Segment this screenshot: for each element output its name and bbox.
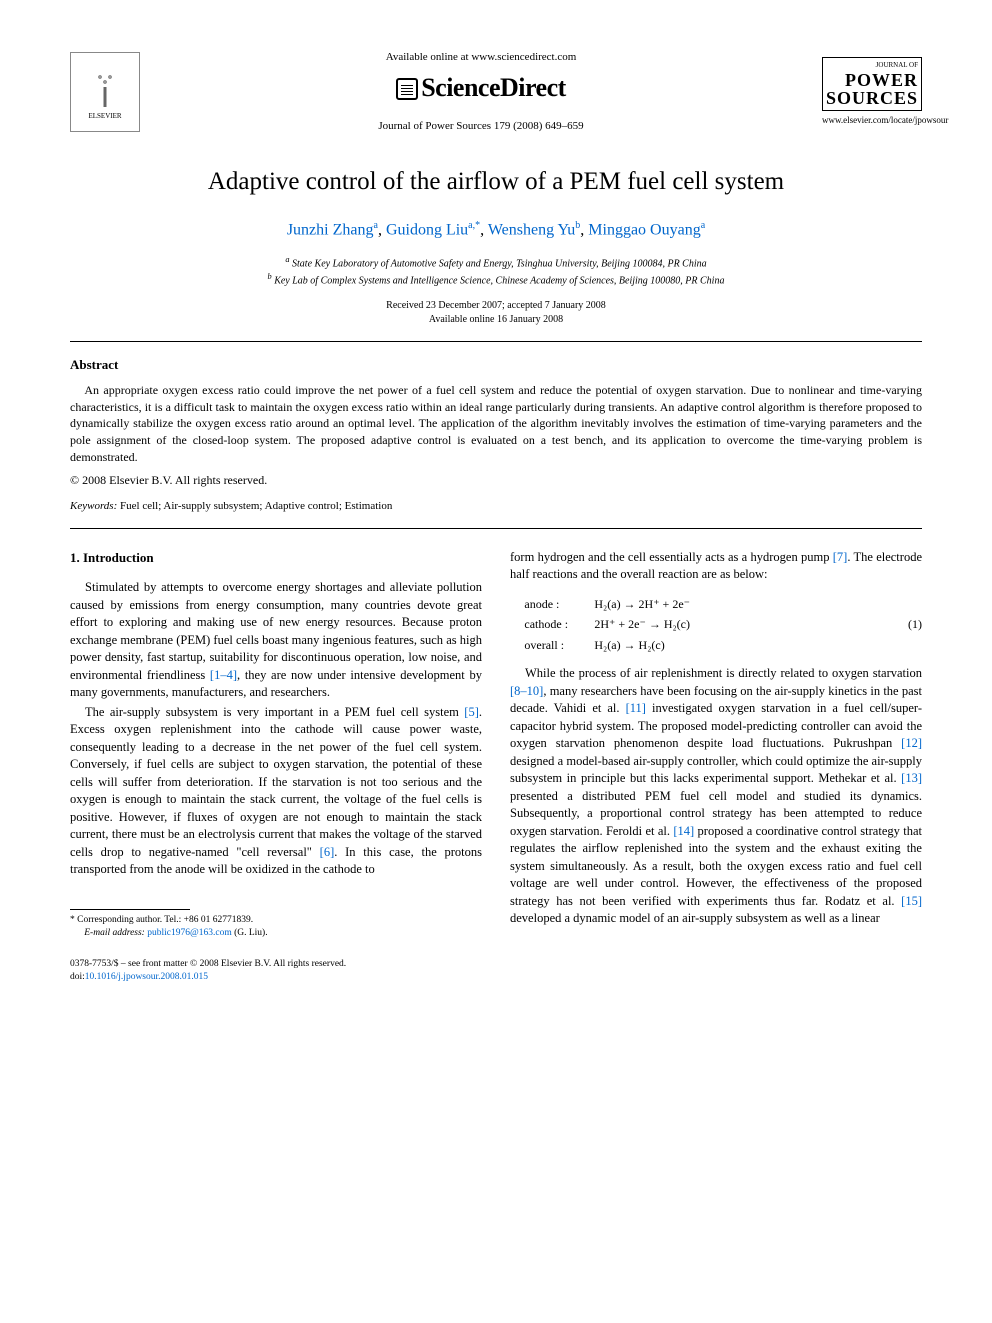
article-title: Adaptive control of the airflow of a PEM… bbox=[70, 164, 922, 199]
author-3-sup: b bbox=[575, 220, 580, 231]
page-footer: 0378-7753/$ – see front matter © 2008 El… bbox=[70, 958, 922, 985]
cite-13[interactable]: [13] bbox=[901, 771, 922, 785]
journal-logo: JOURNAL OF POWER SOURCES www.elsevier.co… bbox=[822, 57, 922, 126]
elsevier-label: ELSEVIER bbox=[88, 112, 121, 122]
affiliation-b: b Key Lab of Complex Systems and Intelli… bbox=[70, 271, 922, 288]
body-columns: 1. Introduction Stimulated by attempts t… bbox=[70, 549, 922, 940]
doi-link[interactable]: 10.1016/j.jpowsour.2008.01.015 bbox=[85, 972, 208, 982]
email-label: E-mail address: bbox=[70, 928, 145, 938]
journal-url[interactable]: www.elsevier.com/locate/jpowsour bbox=[822, 114, 922, 127]
available-online-text: Available online at www.sciencedirect.co… bbox=[140, 50, 822, 65]
author-1-sup: a bbox=[373, 220, 377, 231]
cite-15[interactable]: [15] bbox=[901, 894, 922, 908]
author-4[interactable]: Minggao Ouyang bbox=[588, 222, 700, 239]
cite-6[interactable]: [6] bbox=[320, 845, 335, 859]
received-date: Received 23 December 2007; accepted 7 Ja… bbox=[70, 299, 922, 313]
author-1[interactable]: Junzhi Zhang bbox=[287, 222, 374, 239]
elsevier-logo: ELSEVIER bbox=[70, 52, 140, 132]
equation-1: anode :H₂(a) → 2H⁺ + 2e⁻ cathode :2H⁺ + … bbox=[510, 594, 922, 655]
journal-box-main: POWER SOURCES bbox=[826, 71, 918, 107]
author-2[interactable]: Guidong Liu bbox=[386, 222, 468, 239]
sciencedirect-icon bbox=[396, 78, 418, 100]
footer-doi: doi:10.1016/j.jpowsour.2008.01.015 bbox=[70, 971, 922, 984]
author-4-sup: a bbox=[701, 220, 705, 231]
elsevier-tree-icon bbox=[80, 62, 130, 112]
journal-reference: Journal of Power Sources 179 (2008) 649–… bbox=[140, 119, 822, 134]
online-date: Available online 16 January 2008 bbox=[70, 313, 922, 327]
abstract-copyright: © 2008 Elsevier B.V. All rights reserved… bbox=[70, 472, 922, 489]
author-3[interactable]: Wensheng Yu bbox=[488, 222, 575, 239]
cite-14[interactable]: [14] bbox=[673, 824, 694, 838]
cite-1-4[interactable]: [1–4] bbox=[210, 668, 237, 682]
keywords-text: Fuel cell; Air-supply subsystem; Adaptiv… bbox=[120, 500, 392, 512]
abstract-text: An appropriate oxygen excess ratio could… bbox=[70, 382, 922, 466]
footnote-rule bbox=[70, 909, 190, 910]
intro-para-4: While the process of air replenishment i… bbox=[510, 665, 922, 928]
corr-email-line: E-mail address: public1976@163.com (G. L… bbox=[70, 927, 482, 940]
cite-5[interactable]: [5] bbox=[464, 705, 479, 719]
cite-11[interactable]: [11] bbox=[626, 701, 646, 715]
center-header: Available online at www.sciencedirect.co… bbox=[140, 50, 822, 134]
email-suffix: (G. Liu). bbox=[234, 928, 268, 938]
affiliations: a State Key Laboratory of Automotive Saf… bbox=[70, 254, 922, 289]
divider-rule-2 bbox=[70, 528, 922, 529]
intro-para-3: form hydrogen and the cell essentially a… bbox=[510, 549, 922, 584]
header-row: ELSEVIER Available online at www.science… bbox=[70, 50, 922, 134]
corresponding-footnote: * Corresponding author. Tel.: +86 01 627… bbox=[70, 914, 482, 941]
left-column: 1. Introduction Stimulated by attempts t… bbox=[70, 549, 482, 940]
cite-8-10[interactable]: [8–10] bbox=[510, 684, 543, 698]
cite-7[interactable]: [7] bbox=[833, 550, 848, 564]
abstract-heading: Abstract bbox=[70, 356, 922, 374]
section-1-heading: 1. Introduction bbox=[70, 549, 482, 567]
footer-line1: 0378-7753/$ – see front matter © 2008 El… bbox=[70, 958, 922, 971]
affiliation-a: a State Key Laboratory of Automotive Saf… bbox=[70, 254, 922, 271]
divider-rule bbox=[70, 341, 922, 342]
author-2-star[interactable]: * bbox=[475, 220, 480, 231]
corr-author-text: * Corresponding author. Tel.: +86 01 627… bbox=[70, 914, 482, 927]
intro-para-1: Stimulated by attempts to overcome energ… bbox=[70, 579, 482, 702]
equation-lines: anode :H₂(a) → 2H⁺ + 2e⁻ cathode :2H⁺ + … bbox=[510, 594, 690, 655]
right-column: form hydrogen and the cell essentially a… bbox=[510, 549, 922, 940]
journal-logo-box: JOURNAL OF POWER SOURCES bbox=[822, 57, 922, 111]
cite-12[interactable]: [12] bbox=[901, 736, 922, 750]
authors-line: Junzhi Zhanga, Guidong Liua,*, Wensheng … bbox=[70, 219, 922, 242]
intro-para-2: The air-supply subsystem is very importa… bbox=[70, 704, 482, 879]
keywords: Keywords: Fuel cell; Air-supply subsyste… bbox=[70, 499, 922, 514]
sciencedirect-logo: ScienceDirect bbox=[396, 70, 566, 106]
equation-number: (1) bbox=[908, 616, 922, 633]
keywords-label: Keywords: bbox=[70, 500, 117, 512]
sciencedirect-text: ScienceDirect bbox=[421, 70, 566, 106]
dates: Received 23 December 2007; accepted 7 Ja… bbox=[70, 299, 922, 327]
email-link[interactable]: public1976@163.com bbox=[147, 928, 231, 938]
